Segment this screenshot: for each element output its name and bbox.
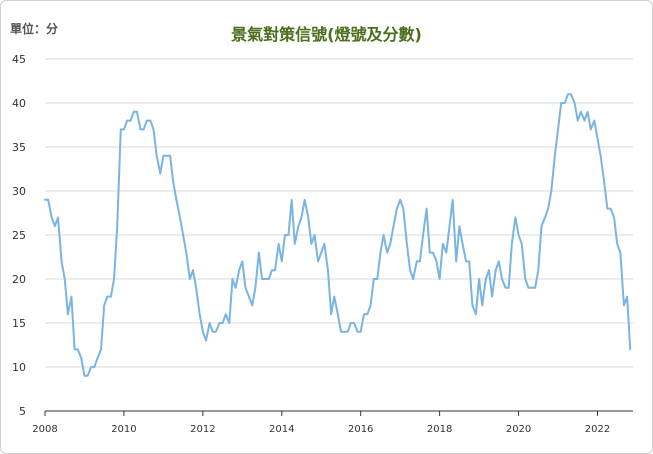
series-group (44, 93, 632, 377)
x-tick-label-2012: 2012 (190, 424, 215, 435)
x-tick-label-2022: 2022 (585, 424, 610, 435)
unit-label: 單位：分 (10, 22, 59, 36)
y-axis-ticks: 5 10 15 20 25 30 35 40 45 (12, 53, 26, 418)
grid-lines (45, 58, 633, 368)
chart-title: 景氣對策信號(燈號及分數) (231, 25, 422, 44)
y-tick-label-15: 15 (12, 317, 26, 330)
y-tick-label-10: 10 (12, 361, 26, 374)
x-tick-label-2008: 2008 (32, 424, 57, 435)
y-tick-label-20: 20 (12, 273, 26, 286)
y-tick-label-35: 35 (12, 141, 26, 154)
series-line-score (44, 93, 632, 377)
y-tick-label-5: 5 (19, 405, 26, 418)
x-tick-label-2010: 2010 (111, 424, 136, 435)
y-tick-label-30: 30 (12, 185, 26, 198)
y-tick-label-40: 40 (12, 97, 26, 110)
x-tick-label-2020: 2020 (506, 424, 531, 435)
x-tick-label-2016: 2016 (348, 424, 373, 435)
y-tick-label-45: 45 (12, 53, 26, 66)
x-axis-ticks: 2008 2010 2012 2014 2016 2018 2020 2022 (32, 411, 610, 435)
x-tick-label-2018: 2018 (427, 424, 452, 435)
x-tick-label-2014: 2014 (269, 424, 294, 435)
y-tick-label-25: 25 (12, 229, 26, 242)
